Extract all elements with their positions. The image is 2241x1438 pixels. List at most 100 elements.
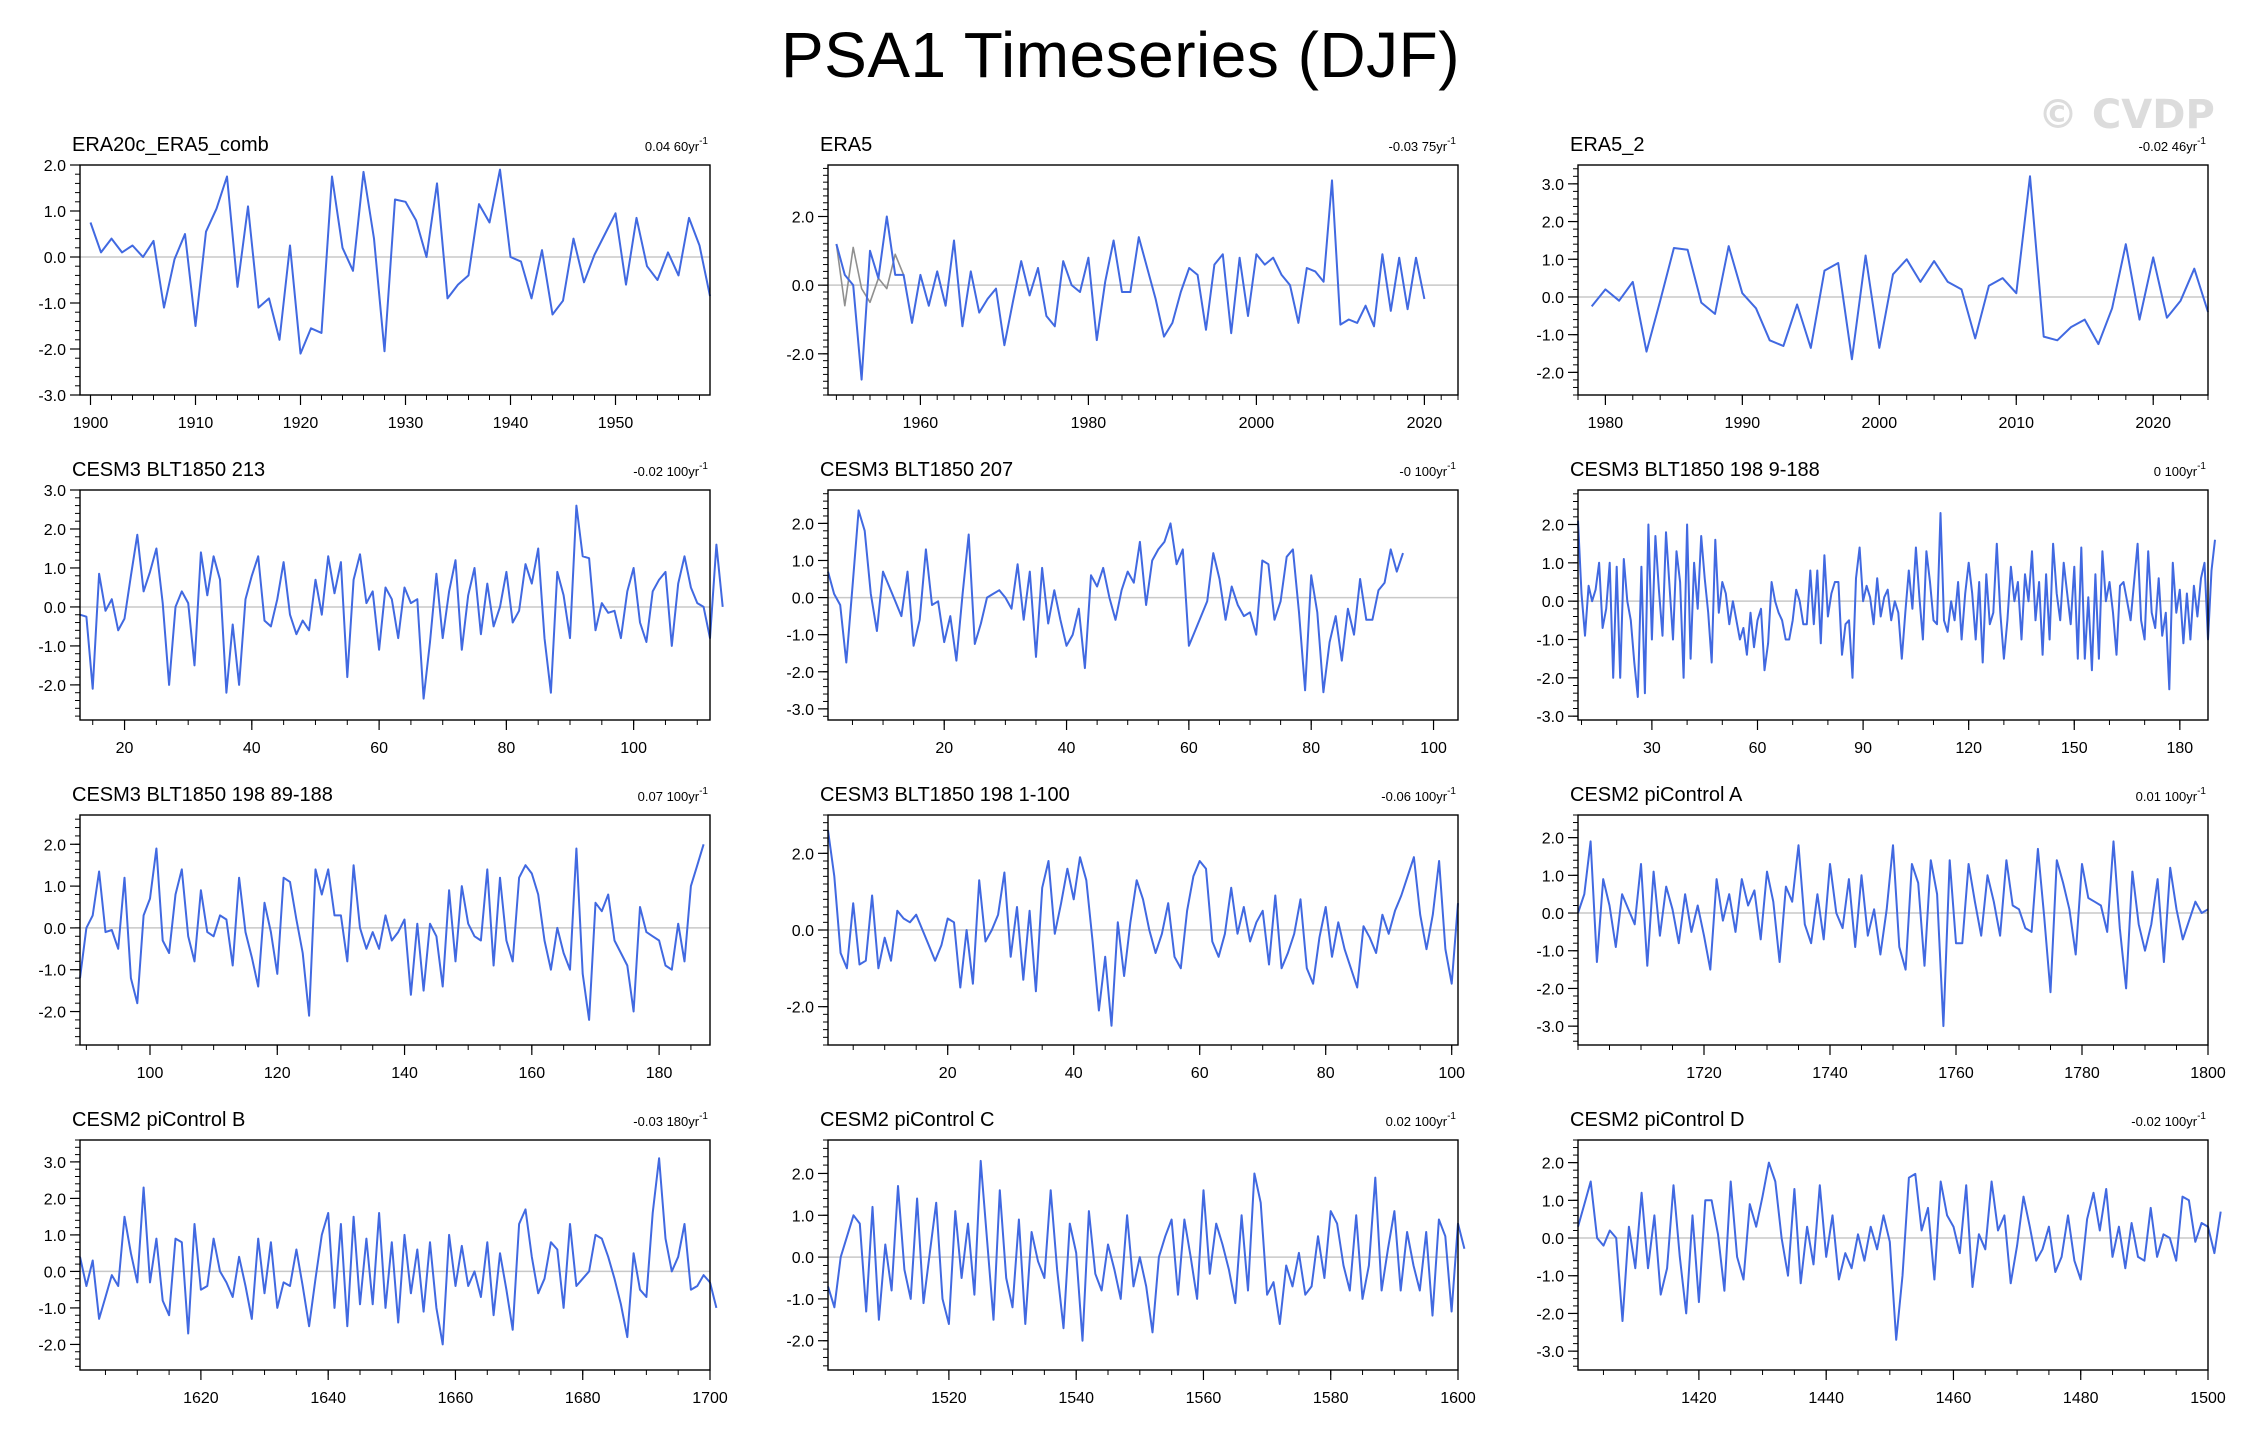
- x-axis: 1900 1910 1920 1930 1940 1950: [73, 395, 700, 432]
- trend-exponent: -1: [1447, 1111, 1456, 1122]
- y-tick-label: 1.0: [1542, 868, 1564, 885]
- x-tick-label: 1980: [1071, 415, 1107, 432]
- panel-11: CESM2 piControl C 0.02 100yr-1 1520 1540 156…: [786, 1109, 1475, 1407]
- x-tick-label: 60: [1180, 740, 1198, 757]
- series-line: [827, 830, 1459, 1027]
- trend-exponent: -1: [1447, 786, 1456, 797]
- y-axis: -3.0 -2.0 -1.0 0.0 1.0 2.0: [786, 493, 828, 719]
- x-tick-label: 120: [1955, 740, 1982, 757]
- y-tick-label: 1.0: [44, 204, 66, 221]
- x-tick-label: 20: [935, 740, 953, 757]
- x-axis: 1720 1740 1760 1780 1800: [1577, 1045, 2226, 1082]
- x-tick-label: 1500: [2190, 1390, 2226, 1407]
- y-tick-label: -2.0: [1536, 365, 1564, 382]
- y-tick-label: 2.0: [1542, 831, 1564, 848]
- panel-title: ERA5: [820, 134, 872, 156]
- y-tick-label: 0.0: [1542, 594, 1564, 611]
- trend-value: -0.06: [1381, 789, 1411, 804]
- y-tick-label: 1.0: [44, 561, 66, 578]
- series-line: [79, 844, 705, 1021]
- panel-title: CESM2 piControl D: [1570, 1109, 1745, 1131]
- trend-value: 0.02: [1386, 1114, 1411, 1129]
- y-axis: -3.0 -2.0 -1.0 0.0 1.0 2.0: [38, 158, 80, 405]
- y-tick-label: -3.0: [1536, 1344, 1564, 1361]
- y-tick-label: 3.0: [44, 483, 66, 500]
- trend-unit: 100yr: [1415, 789, 1448, 804]
- y-axis: -2.0 -1.0 0.0 1.0 2.0 3.0: [1536, 168, 1578, 396]
- panel-3: ERA5_2 -0.02 46yr-1 1980 1990 2000 2010 2020 -2…: [1536, 134, 2209, 432]
- x-tick-label: 2020: [2135, 415, 2171, 432]
- y-tick-label: 2.0: [44, 837, 66, 854]
- x-tick-label: 1900: [73, 415, 109, 432]
- trend-label: 0 100yr-1: [2154, 461, 2207, 479]
- trend-value: 0.01: [2136, 789, 2161, 804]
- y-axis: -3.0 -2.0 -1.0 0.0 1.0 2.0: [1536, 493, 1578, 726]
- x-tick-label: 1940: [493, 415, 529, 432]
- x-axis: 100 120 140 160 180: [85, 1045, 692, 1082]
- x-tick-label: 40: [1058, 740, 1076, 757]
- x-tick-label: 80: [1302, 740, 1320, 757]
- x-tick-label: 1460: [1936, 1390, 1972, 1407]
- x-tick-label: 140: [391, 1065, 418, 1082]
- x-tick-label: 1560: [1186, 1390, 1222, 1407]
- y-tick-label: -2.0: [786, 665, 814, 682]
- y-tick-label: 1.0: [44, 879, 66, 896]
- trend-label: -0.03 75yr-1: [1389, 136, 1457, 154]
- y-tick-label: 0.0: [44, 250, 66, 267]
- y-tick-label: -2.0: [786, 347, 814, 364]
- x-axis: 1420 1440 1460 1480 1500: [1602, 1370, 2226, 1407]
- trend-exponent: -1: [2197, 1111, 2206, 1122]
- plot-frame: [827, 164, 1459, 396]
- trend-unit: 100yr: [667, 789, 700, 804]
- x-axis: 1620 1640 1660 1680 1700: [104, 1370, 728, 1407]
- x-tick-label: 1780: [2064, 1065, 2100, 1082]
- trend-label: -0.02 100yr-1: [633, 461, 708, 479]
- trend-label: 0.02 100yr-1: [1386, 1111, 1457, 1129]
- y-axis: -3.0 -2.0 -1.0 0.0 1.0 2.0: [1536, 814, 1578, 1042]
- y-axis: -2.0 -1.0 0.0 1.0 2.0: [786, 1139, 828, 1367]
- x-tick-label: 20: [116, 740, 134, 757]
- trend-unit: 100yr: [2165, 789, 2198, 804]
- panel-title: CESM2 piControl A: [1570, 784, 1743, 806]
- x-axis: 30 60 90 120 150 180: [1581, 720, 2193, 757]
- y-tick-label: -1.0: [786, 628, 814, 645]
- x-tick-label: 1620: [183, 1390, 219, 1407]
- trend-label: 0.04 60yr-1: [645, 136, 709, 154]
- panel-title: CESM3 BLT1850 198 89-188: [72, 784, 333, 806]
- y-tick-label: 2.0: [44, 522, 66, 539]
- series-line: [827, 509, 1404, 694]
- trend-value: -0.02: [633, 464, 663, 479]
- x-tick-label: 1720: [1686, 1065, 1722, 1082]
- x-tick-label: 1540: [1058, 1390, 1094, 1407]
- x-tick-label: 1980: [1588, 415, 1624, 432]
- y-tick-label: 2.0: [792, 846, 814, 863]
- y-tick-label: -3.0: [1536, 1019, 1564, 1036]
- plot-frame: [1577, 1139, 2209, 1371]
- x-tick-label: 1440: [1808, 1390, 1844, 1407]
- x-tick-label: 180: [646, 1065, 673, 1082]
- y-tick-label: 2.0: [1542, 518, 1564, 535]
- y-tick-label: 1.0: [792, 553, 814, 570]
- trend-unit: 100yr: [1415, 1114, 1448, 1129]
- trend-unit: 60yr: [674, 139, 700, 154]
- y-tick-label: 2.0: [1542, 1156, 1564, 1173]
- x-tick-label: 30: [1643, 740, 1661, 757]
- y-tick-label: -3.0: [38, 388, 66, 405]
- y-tick-label: 3.0: [44, 1155, 66, 1172]
- panel-5: CESM3 BLT1850 207 -0 100yr-1 20 40 60 80 100 -3…: [786, 459, 1459, 757]
- trend-exponent: -1: [1447, 136, 1456, 147]
- y-tick-label: 0.0: [792, 278, 814, 295]
- trend-value: -0.02: [2131, 1114, 2161, 1129]
- x-axis: 1980 1990 2000 2010 2020: [1577, 395, 2209, 432]
- y-tick-label: 2.0: [792, 209, 814, 226]
- series-line: [79, 504, 724, 700]
- y-tick-label: 0.0: [44, 600, 66, 617]
- series-line: [1577, 840, 2209, 1028]
- x-tick-label: 1520: [931, 1390, 967, 1407]
- panel-title: CESM3 BLT1850 213: [72, 459, 265, 481]
- page-title: PSA1 Timeseries (DJF): [780, 19, 1461, 91]
- trend-value: -0: [1399, 464, 1411, 479]
